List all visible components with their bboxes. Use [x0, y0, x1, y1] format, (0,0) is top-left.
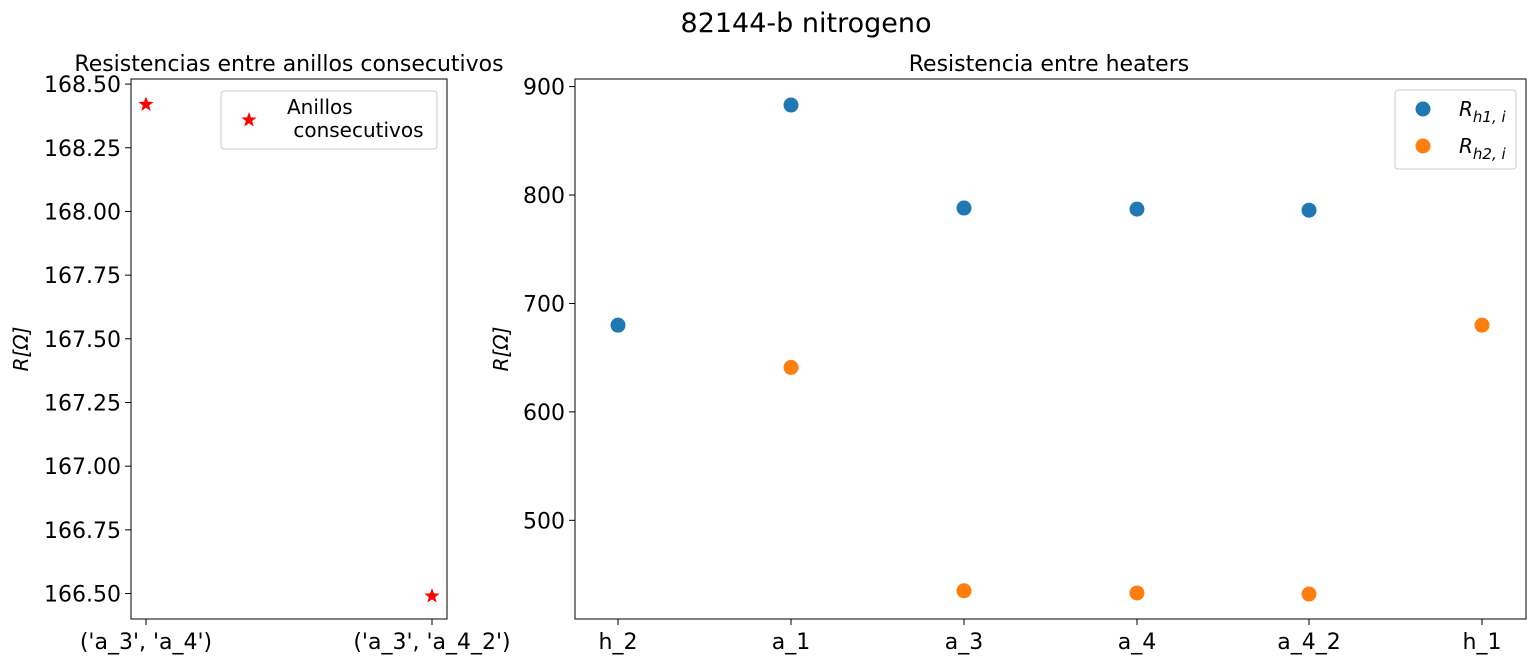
- x-tick-label: ('a_3', 'a_4_2'): [353, 630, 510, 655]
- right-legend: Rh1, i Rh2, i: [1394, 89, 1517, 170]
- data-point: [1301, 202, 1317, 218]
- figure-title: 82144-b nitrogeno: [681, 8, 932, 39]
- y-tick-label: 900: [523, 76, 565, 101]
- right-y-axis-label: R[Ω]: [489, 327, 513, 372]
- data-point: [783, 97, 799, 113]
- left-legend-star-marker: [241, 112, 257, 127]
- y-tick-label: 800: [523, 184, 565, 209]
- left-legend-label: Anillos consecutivos: [287, 95, 424, 142]
- legend-star: [241, 112, 257, 127]
- x-tick-label: h_1: [1463, 630, 1502, 655]
- left-legend-box: [220, 90, 438, 150]
- y-tick-label: 700: [523, 292, 565, 317]
- right-x-axis: h_2 a_1 a_3 a_4 a_4_2 h_1: [599, 619, 1502, 655]
- x-tick-label: h_2: [599, 630, 638, 655]
- y-tick-label: 167.00: [44, 455, 121, 480]
- data-point: [1301, 586, 1317, 602]
- left-chart-title: Resistencias entre anillos consecutivos: [74, 52, 503, 77]
- data-point: [1474, 317, 1490, 333]
- y-tick-label: 168.50: [44, 73, 121, 98]
- right-legend-entries: Rh1, i Rh2, i: [1415, 97, 1506, 163]
- data-point: [610, 317, 626, 333]
- left-plot-area: [130, 78, 448, 620]
- x-tick-label: a_1: [772, 630, 810, 655]
- left-chart: Resistencias entre anillos consecutivos …: [9, 52, 511, 655]
- right-series-points: [610, 97, 1490, 602]
- data-point: [956, 583, 972, 599]
- x-tick-label: a_3: [945, 630, 983, 655]
- x-tick-label: a_4: [1118, 630, 1156, 655]
- y-tick-label: 166.50: [44, 583, 121, 608]
- right-plot-area: [574, 78, 1527, 620]
- x-tick-label: ('a_3', 'a_4'): [80, 630, 212, 655]
- y-tick-label: 600: [523, 401, 565, 426]
- data-point: [1129, 201, 1145, 217]
- legend-marker: [1415, 101, 1431, 117]
- data-point: [1129, 585, 1145, 601]
- y-tick-label: 167.50: [44, 328, 121, 353]
- legend-label: Rh2, i: [1459, 134, 1506, 163]
- data-point: [783, 359, 799, 375]
- data-point-star: [424, 588, 440, 603]
- left-y-axis: 166.50 166.75 167.00 167.25 167.50 167.75 168.…: [44, 73, 131, 608]
- right-y-axis: 500 600 700 800 900: [523, 76, 575, 534]
- right-chart-title: Resistencia entre heaters: [909, 52, 1189, 77]
- legend-marker: [1415, 138, 1431, 154]
- left-legend: Anillos consecutivos: [220, 90, 438, 150]
- x-tick-label: a_4_2: [1277, 630, 1340, 655]
- data-point-star: [138, 96, 154, 111]
- y-tick-label: 167.75: [44, 264, 121, 289]
- left-x-axis: ('a_3', 'a_4') ('a_3', 'a_4_2'): [80, 619, 511, 655]
- y-tick-label: 168.00: [44, 200, 121, 225]
- data-point: [956, 200, 972, 216]
- right-chart: Resistencia entre heaters 500 600 700 800 90…: [489, 52, 1527, 655]
- y-tick-label: 166.75: [44, 519, 121, 544]
- y-tick-label: 500: [523, 509, 565, 534]
- left-series-points: [138, 96, 440, 603]
- legend-label: Rh1, i: [1459, 97, 1506, 126]
- left-y-axis-label: R[Ω]: [9, 327, 33, 372]
- y-tick-label: 167.25: [44, 391, 121, 416]
- y-tick-label: 168.25: [44, 137, 121, 162]
